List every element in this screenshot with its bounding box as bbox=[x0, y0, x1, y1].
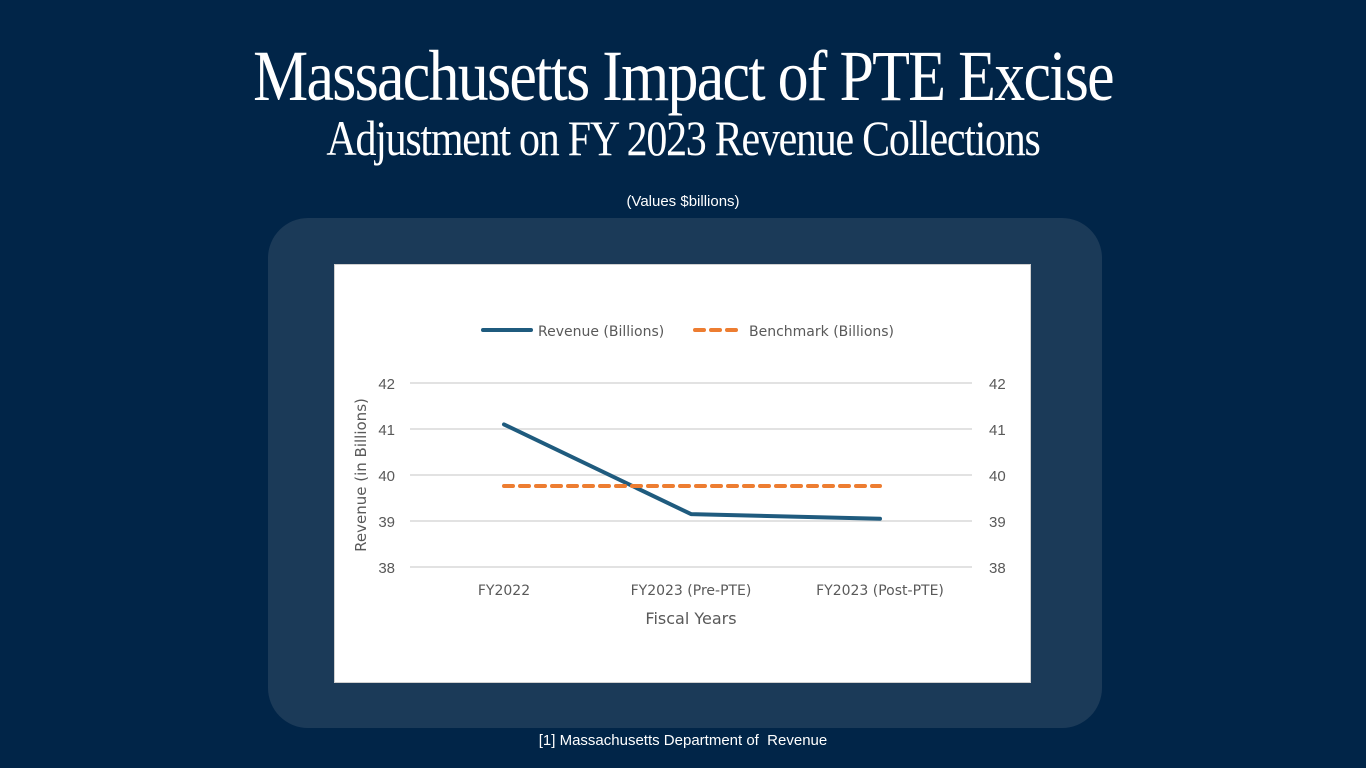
secondary-y-tick-label: 42 bbox=[989, 376, 1006, 393]
source-footnote: [1] Massachusetts Department of Revenue bbox=[538, 732, 828, 749]
y-tick-label: 40 bbox=[378, 468, 395, 485]
secondary-y-tick-label: 39 bbox=[989, 514, 1006, 531]
values-note: (Values $billions) bbox=[626, 193, 740, 210]
page-subtitle: Adjustment on FY 2023 Revenue Collection… bbox=[326, 110, 1040, 166]
secondary-y-tick-label: 38 bbox=[989, 560, 1006, 577]
page-title: Massachusetts Impact of PTE Excise bbox=[253, 36, 1114, 116]
revenue-line bbox=[502, 422, 882, 521]
y-tick-label: 41 bbox=[378, 422, 395, 439]
y-axis-title: Revenue (in Billions) bbox=[352, 398, 370, 552]
y-tick-label: 42 bbox=[378, 376, 395, 393]
legend-benchmark-label: Benchmark (Billions) bbox=[749, 324, 894, 340]
chart-area bbox=[334, 264, 1031, 683]
x-tick-label: FY2022 bbox=[478, 583, 530, 599]
y-tick-label: 39 bbox=[378, 514, 395, 531]
x-tick-label: FY2023 (Pre-PTE) bbox=[631, 583, 752, 599]
secondary-y-tick-label: 41 bbox=[989, 422, 1006, 439]
legend-revenue-label: Revenue (Billions) bbox=[538, 324, 664, 340]
x-axis-title: Fiscal Years bbox=[645, 609, 736, 628]
x-tick-label: FY2023 (Post-PTE) bbox=[816, 583, 944, 599]
secondary-y-tick-label: 40 bbox=[989, 468, 1006, 485]
y-tick-label: 38 bbox=[378, 560, 395, 577]
